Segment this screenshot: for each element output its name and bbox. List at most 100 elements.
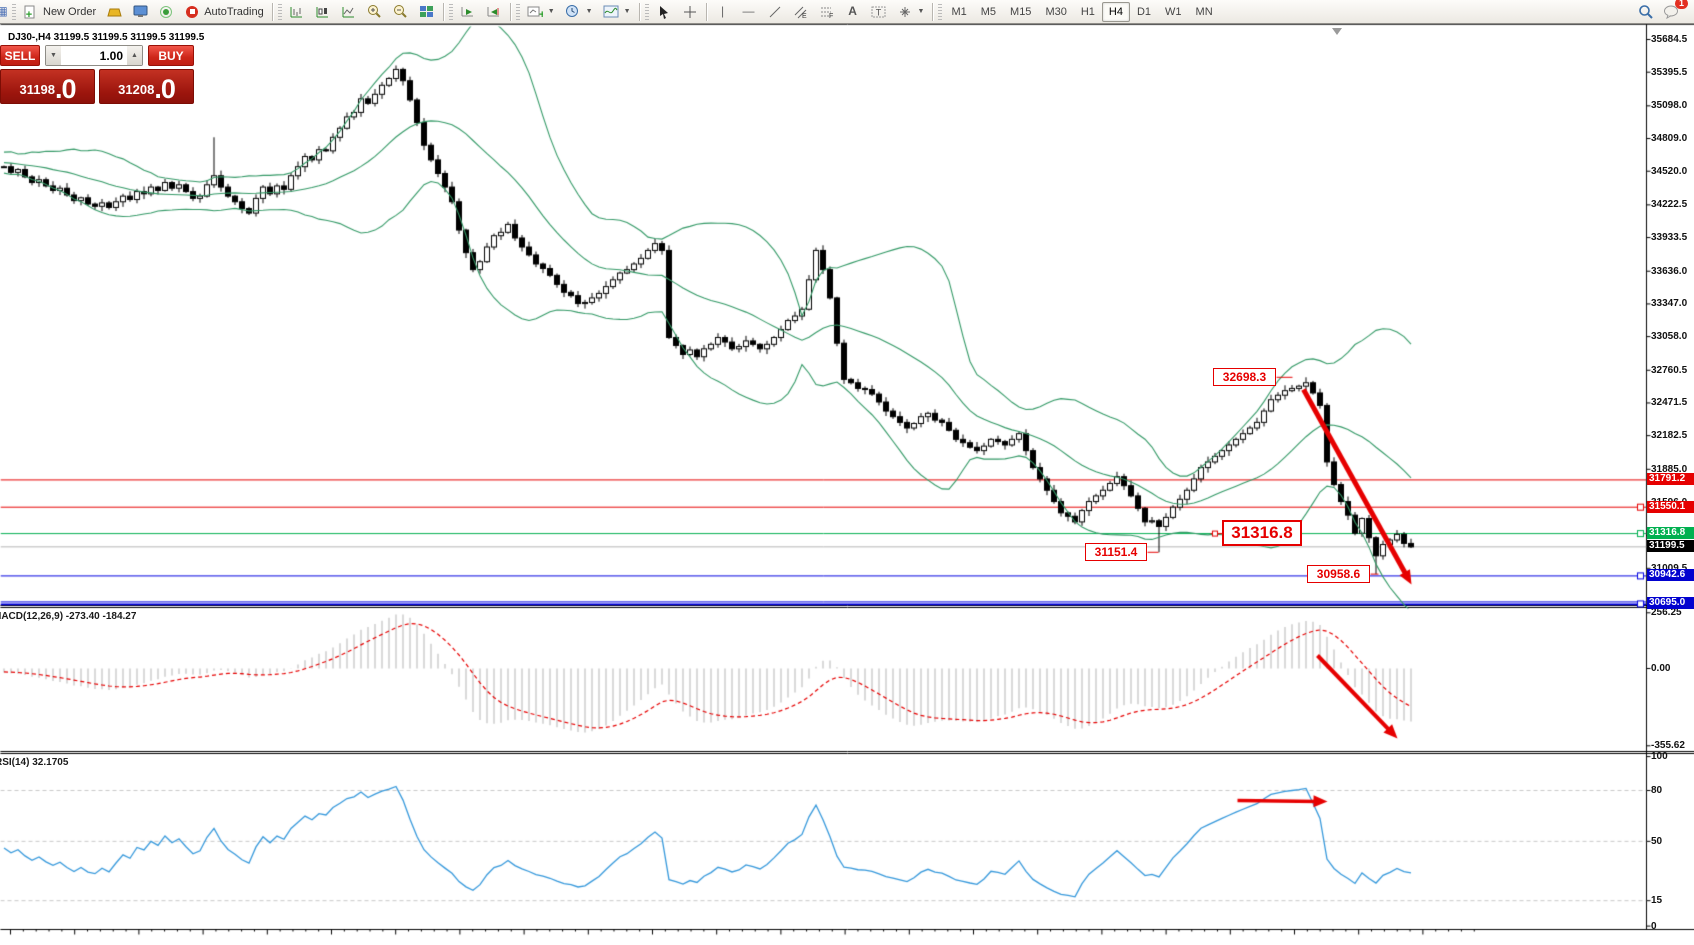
notifications-button[interactable]: 1	[1658, 0, 1688, 22]
candlestick-icon	[315, 4, 331, 19]
bar-chart-button[interactable]	[284, 1, 310, 22]
zoom-out-button[interactable]	[388, 1, 414, 22]
chevron-down-icon: ▼	[547, 8, 555, 15]
chevron-down-icon: ▼	[917, 8, 925, 15]
timeframe-m30[interactable]: M30	[1045, 5, 1067, 18]
sell-price-fraction: .0	[54, 74, 77, 104]
timeframe-d1[interactable]: D1	[1136, 5, 1152, 18]
toolbar-grip	[277, 3, 282, 20]
volume-value[interactable]: 1.00	[99, 48, 123, 63]
crosshair-icon	[682, 4, 698, 19]
trendline-button[interactable]	[762, 1, 788, 22]
toolbar-grip	[938, 3, 943, 20]
zoom-in-icon	[367, 4, 383, 19]
new-order-button[interactable]: + New Order	[18, 1, 101, 22]
macd-tick-label: 256.25	[1651, 607, 1682, 619]
price-tag-30695.0: 30695.0	[1647, 597, 1694, 610]
channel-button[interactable]: E	[788, 1, 814, 22]
auto-scroll-button[interactable]	[455, 1, 481, 22]
price-tick-label: 32182.5	[1651, 430, 1688, 442]
annotation-label-31316.8[interactable]: 31316.8	[1222, 520, 1302, 547]
timeframe-w1[interactable]: W1	[1165, 5, 1182, 18]
price-tick-label: 33636.0	[1651, 265, 1688, 277]
tile-windows-button[interactable]	[414, 1, 440, 22]
rsi-tick-label: 0	[1651, 920, 1657, 932]
price-tick-label: 32471.5	[1651, 397, 1688, 409]
new-chart-button[interactable]: + ▼	[522, 1, 560, 22]
text-label-icon: T	[871, 4, 887, 19]
horizontal-line-button[interactable]: —	[736, 1, 762, 22]
cursor-button[interactable]	[651, 1, 677, 22]
candlestick-button[interactable]	[310, 1, 336, 22]
auto-scroll-icon	[460, 4, 476, 19]
buy-price-button[interactable]: 31208 .0	[99, 69, 194, 104]
new-order-icon: +	[23, 4, 39, 19]
publish-button[interactable]	[127, 1, 153, 22]
sell-button[interactable]: SELL	[0, 45, 40, 66]
price-tick-label: 31885.0	[1651, 463, 1688, 475]
zoom-out-icon	[393, 4, 409, 19]
rsi-tick-label: 50	[1651, 835, 1663, 847]
chat-icon	[1663, 4, 1679, 19]
separator	[638, 2, 640, 21]
text-button[interactable]: A	[840, 1, 866, 22]
trendline-icon	[767, 4, 783, 19]
text-label-button[interactable]: T	[866, 1, 892, 22]
periods-icon	[565, 4, 581, 19]
chart-canvas[interactable]	[0, 24, 1694, 945]
macd-tick-label: -355.62	[1651, 740, 1685, 752]
periods-button[interactable]: ▼	[560, 1, 598, 22]
timeframe-h1[interactable]: H1	[1080, 5, 1095, 18]
fibonacci-icon: F	[819, 4, 835, 19]
toolbar-grip	[448, 3, 453, 20]
arrows-button[interactable]: ▼	[892, 1, 930, 22]
signal-button[interactable]	[153, 1, 179, 22]
price-tick-label: 33933.5	[1651, 232, 1688, 244]
chart-shift-button[interactable]	[481, 1, 507, 22]
fibonacci-button[interactable]: F	[814, 1, 840, 22]
toolbar: ▦ + New Order AutoTrading	[0, 0, 1694, 24]
svg-text:T: T	[876, 7, 882, 17]
price-tag-31550.1: 31550.1	[1647, 500, 1694, 513]
annotation-label-31151.4[interactable]: 31151.4	[1085, 542, 1147, 561]
buy-button[interactable]: BUY	[148, 45, 194, 66]
arrows-icon	[897, 4, 913, 19]
rsi-tick-label: 100	[1651, 751, 1668, 763]
price-tick-label: 31009.5	[1651, 562, 1688, 574]
timeframe-m1[interactable]: M1	[951, 5, 967, 18]
svg-text:+: +	[26, 9, 32, 19]
volume-increase-button[interactable]: ▲	[127, 46, 142, 65]
signal-icon	[158, 4, 174, 19]
cursor-icon	[656, 4, 672, 19]
separator	[932, 2, 934, 21]
timeframe-group: M1 M5 M15 M30 H1 H4 D1 W1 MN	[944, 1, 1219, 22]
zoom-in-button[interactable]	[362, 1, 388, 22]
timeframe-m5[interactable]: M5	[980, 5, 997, 18]
crosshair-button[interactable]	[677, 1, 703, 22]
price-tick-label: 34520.0	[1651, 165, 1688, 177]
vertical-line-button[interactable]: |	[710, 1, 736, 22]
separator	[442, 2, 444, 21]
separator	[509, 2, 511, 21]
timeframe-mn[interactable]: MN	[1195, 5, 1213, 18]
chart-shift-marker-icon[interactable]	[1332, 28, 1342, 35]
window-icon[interactable]: ▦	[0, 4, 8, 18]
volume-decrease-button[interactable]: ▼	[46, 46, 61, 65]
timeframe-m15[interactable]: M15	[1010, 5, 1032, 18]
svg-text:F: F	[829, 13, 833, 19]
timeframe-h4[interactable]: H4	[1101, 1, 1130, 22]
search-button[interactable]	[1632, 1, 1658, 22]
autotrading-icon	[184, 4, 200, 19]
gold-button[interactable]	[101, 1, 127, 22]
indicators-icon	[603, 4, 619, 19]
sell-price-button[interactable]: 31198 .0	[0, 69, 95, 104]
annotation-label-32698.3[interactable]: 32698.3	[1213, 367, 1276, 386]
rsi-label: RSI(14) 32.1705	[0, 757, 69, 768]
annotation-label-30958.6[interactable]: 30958.6	[1307, 564, 1370, 583]
autotrading-button[interactable]: AutoTrading	[179, 1, 269, 22]
macd-label: MACD(12,26,9) -273.40 -184.27	[0, 611, 137, 622]
line-chart-button[interactable]	[336, 1, 362, 22]
separator	[271, 2, 273, 21]
indicators-button[interactable]: ▼	[598, 1, 636, 22]
chevron-down-icon: ▼	[585, 8, 593, 15]
